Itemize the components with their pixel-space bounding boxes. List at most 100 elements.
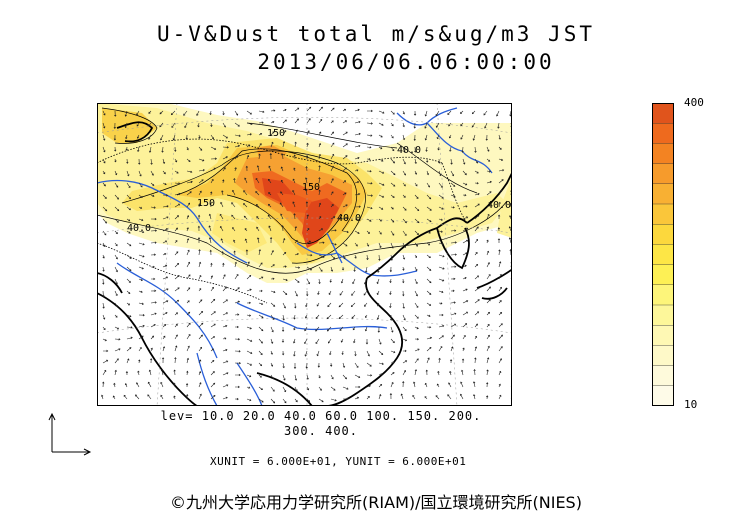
wind-arrow <box>318 254 325 258</box>
wind-arrow <box>114 326 120 330</box>
wind-arrow <box>186 146 189 151</box>
wind-arrow <box>496 110 500 117</box>
wind-arrow <box>282 314 285 321</box>
wind-arrow <box>414 278 418 285</box>
wind-arrow <box>437 158 441 164</box>
wind-arrow <box>208 213 212 220</box>
wind-arrow <box>462 323 468 328</box>
wind-arrow <box>424 122 428 129</box>
wind-arrow <box>162 216 169 220</box>
wind-arrow <box>366 170 372 173</box>
wind-arrow <box>438 278 445 282</box>
wind-arrow <box>485 134 488 141</box>
wind-arrow <box>424 382 428 388</box>
wind-arrow <box>426 218 432 223</box>
wind-arrow <box>378 338 382 345</box>
wind-arrow <box>186 261 191 268</box>
wind-arrow <box>150 253 157 256</box>
wind-arrow <box>210 298 216 304</box>
wind-arrow <box>234 287 240 292</box>
wind-arrow <box>293 154 296 160</box>
wind-arrow <box>390 350 396 354</box>
wind-arrow <box>210 134 214 140</box>
wind-arrow <box>102 314 106 320</box>
wind-arrow <box>114 158 117 163</box>
wind-arrow <box>389 314 393 321</box>
wind-arrow <box>402 338 408 342</box>
wind-arrow <box>450 182 456 187</box>
wind-arrow <box>389 278 392 284</box>
wind-arrow <box>234 313 240 316</box>
wind-arrow <box>509 215 512 220</box>
wind-arrow <box>366 230 370 234</box>
wind-arrow <box>102 158 106 164</box>
wind-arrow <box>162 300 169 304</box>
wind-arrow <box>318 202 322 208</box>
wind-arrow <box>414 348 420 352</box>
wind-arrow <box>390 122 394 127</box>
wind-arrow <box>448 122 452 127</box>
wind-arrow <box>330 398 337 402</box>
wind-arrow <box>126 336 133 340</box>
wind-arrow <box>306 386 310 391</box>
wind-arrow <box>363 290 368 296</box>
wind-arrow <box>474 252 478 256</box>
wind-arrow <box>354 169 359 172</box>
wind-arrow <box>294 398 298 403</box>
wind-arrow <box>126 314 132 318</box>
wind-arrow <box>234 361 242 365</box>
wind-arrow <box>316 350 320 357</box>
wind-arrow <box>414 314 419 319</box>
wind-arrow <box>352 278 356 285</box>
wind-arrow <box>414 146 417 153</box>
wind-arrow <box>340 278 344 284</box>
wind-arrow <box>438 194 444 199</box>
wind-arrow <box>306 214 309 220</box>
wind-arrow <box>114 358 119 364</box>
wind-arrow <box>390 218 395 223</box>
wind-arrow <box>378 242 382 248</box>
wind-arrow <box>159 110 164 115</box>
wind-arrow <box>438 302 443 305</box>
wind-arrow <box>102 302 105 309</box>
wind-arrow <box>222 167 226 172</box>
colorbar-cell <box>652 103 674 124</box>
wind-arrow <box>450 253 457 256</box>
wind-arrow <box>268 178 272 184</box>
wind-arrow <box>219 213 224 220</box>
wind-arrow <box>198 169 205 172</box>
wind-arrow <box>426 170 429 176</box>
wind-arrow <box>245 165 249 172</box>
wind-arrow <box>255 204 260 208</box>
wind-arrow <box>330 191 334 196</box>
wind-arrow <box>378 182 385 186</box>
wind-arrow <box>210 382 216 388</box>
wind-arrow <box>138 335 144 340</box>
wind-arrow <box>330 142 335 148</box>
wind-arrow <box>378 383 383 388</box>
wind-arrow <box>389 266 393 273</box>
wind-arrow <box>210 262 213 268</box>
wind-arrow <box>210 311 216 316</box>
wind-arrow <box>414 337 419 341</box>
wind-arrow <box>282 386 287 393</box>
wind-arrow <box>318 143 322 148</box>
wind-arrow <box>150 158 153 165</box>
wind-arrow <box>174 312 178 316</box>
wind-arrow <box>414 369 417 376</box>
wind-arrow <box>450 334 455 340</box>
wind-arrow <box>354 108 360 112</box>
wind-arrow <box>486 180 492 184</box>
wind-arrow <box>174 227 178 232</box>
wind-arrow <box>246 274 252 280</box>
wind-arrow <box>425 369 429 376</box>
contour-levels-line1: lev= 10.0 20.0 40.0 60.0 100. 150. 200. <box>160 409 482 423</box>
wind-arrow <box>160 394 164 400</box>
wind-arrow <box>318 118 323 124</box>
wind-arrow <box>243 215 248 220</box>
wind-arrow <box>114 266 118 273</box>
wind-arrow <box>231 202 236 208</box>
colorbar-cell <box>652 264 674 286</box>
wind-arrow <box>222 299 228 304</box>
wind-arrow <box>210 336 216 340</box>
